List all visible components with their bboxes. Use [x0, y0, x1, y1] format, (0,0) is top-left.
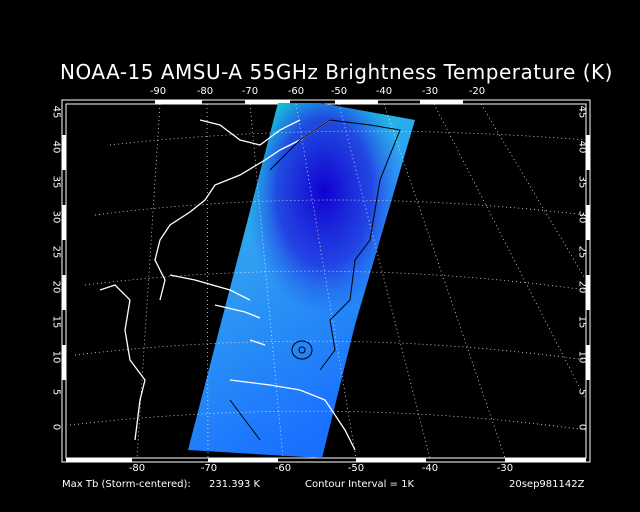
- bottom-lon-label: -40: [421, 463, 439, 474]
- lat-label: 20: [576, 280, 588, 294]
- bottom-lon-label: -60: [274, 463, 292, 474]
- coastlines: [99, 119, 356, 451]
- lat-label: 40: [576, 140, 588, 154]
- map-title: NOAA-15 AMSU-A 55GHz Brightness Temperat…: [60, 60, 613, 84]
- max-tb-value: 231.393 K: [209, 479, 261, 490]
- lat-label: 30: [50, 210, 62, 224]
- top-lon-label: -70: [241, 86, 259, 97]
- lat-label: 0: [576, 423, 588, 431]
- top-lon-label: -60: [287, 86, 305, 97]
- graticule: [69, 103, 587, 459]
- lat-label: 40: [50, 140, 62, 154]
- lat-label: 25: [50, 245, 62, 259]
- top-lon-label: -90: [149, 86, 167, 97]
- lat-label: 5: [576, 388, 588, 396]
- top-lon-label: -20: [468, 86, 486, 97]
- lat-label: 0: [50, 423, 62, 431]
- frame-bands: [62, 100, 590, 462]
- lat-label: 45: [576, 105, 588, 119]
- lat-label: 5: [50, 388, 62, 396]
- lat-label: 10: [50, 350, 62, 364]
- max-tb-label: Max Tb (Storm-centered):: [62, 479, 191, 490]
- top-lon-label: -40: [375, 86, 393, 97]
- temperature-contours: [229, 119, 401, 441]
- lat-label: 25: [576, 245, 588, 259]
- contour-interval: Contour Interval = 1K: [305, 479, 415, 490]
- top-lon-label: -80: [196, 86, 214, 97]
- lat-label: 30: [576, 210, 588, 224]
- lat-label: 10: [576, 350, 588, 364]
- bottom-lon-label: -70: [200, 463, 218, 474]
- lat-label: 45: [50, 105, 62, 119]
- lat-label: 35: [576, 175, 588, 189]
- lat-label: 35: [50, 175, 62, 189]
- bottom-lon-label: -80: [128, 463, 146, 474]
- top-lon-label: -30: [421, 86, 439, 97]
- timestamp: 20sep981142Z: [509, 479, 585, 490]
- lat-label: 15: [576, 315, 588, 329]
- swath-cold-core: [188, 103, 415, 458]
- lat-label: 20: [50, 280, 62, 294]
- top-lon-label: -50: [330, 86, 348, 97]
- bottom-lon-label: -30: [496, 463, 514, 474]
- lat-label: 15: [50, 315, 62, 329]
- bottom-lon-label: -50: [347, 463, 365, 474]
